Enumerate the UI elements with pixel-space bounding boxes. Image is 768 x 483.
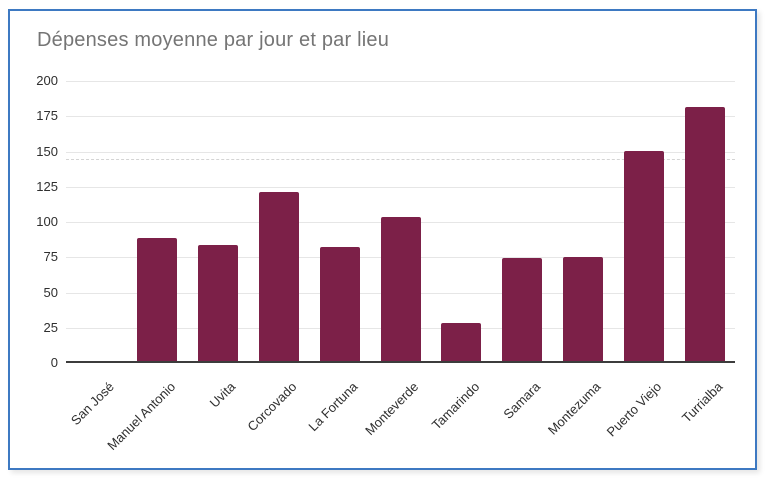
x-label-tamarindo: Tamarindo xyxy=(428,379,482,433)
bar-montezuma[interactable] xyxy=(562,256,603,361)
x-label-la-fortuna: La Fortuna xyxy=(305,379,361,435)
x-label-samara: Samara xyxy=(499,379,543,422)
x-label-montezuma: Montezuma xyxy=(544,379,604,438)
bar-turrialba[interactable] xyxy=(684,107,725,361)
y-tick-label-0: 0 xyxy=(50,355,58,370)
x-label-turrialba: Turrialba xyxy=(678,379,726,426)
bar-corcovado[interactable] xyxy=(258,191,299,361)
gridline-125 xyxy=(66,186,735,188)
bar-tamarindo[interactable] xyxy=(441,322,482,361)
gridline-150 xyxy=(66,151,735,153)
y-tick-label-175: 175 xyxy=(36,108,58,124)
gridline-200 xyxy=(66,81,735,82)
y-tick-label-125: 125 xyxy=(36,178,58,194)
gridline-175 xyxy=(66,116,735,118)
chart-card[interactable]: Dépenses moyenne par jour et par lieu 0 2… xyxy=(8,9,757,470)
chart-title: Dépenses moyenne par jour et par lieu xyxy=(37,29,390,51)
y-axis-labels: 0 25 50 75 100 125 150 175 200 xyxy=(10,73,58,373)
bar-la-fortuna[interactable] xyxy=(319,246,360,361)
y-tick-label-50: 50 xyxy=(43,284,58,300)
plot-area xyxy=(66,81,735,363)
y-tick-label-200: 200 xyxy=(36,73,58,88)
dashed-reference-line xyxy=(66,158,735,160)
x-axis-labels: San José Manuel Antonio Uvita Corcovado La F… xyxy=(66,365,735,465)
bar-samara[interactable] xyxy=(502,258,543,361)
bar-uvita[interactable] xyxy=(198,245,239,361)
x-label-puerto-viejo: Puerto Viejo xyxy=(603,379,665,440)
x-label-uvita: Uvita xyxy=(207,379,239,411)
bar-monteverde[interactable] xyxy=(380,217,421,361)
bar-puerto-viejo[interactable] xyxy=(623,150,664,361)
y-tick-label-150: 150 xyxy=(36,143,58,159)
x-label-corcovado: Corcovado xyxy=(244,379,300,435)
y-tick-label-25: 25 xyxy=(43,319,58,335)
x-label-monteverde: Monteverde xyxy=(361,379,422,439)
y-tick-label-75: 75 xyxy=(43,249,58,265)
x-label-san-jose: San José xyxy=(68,379,118,428)
bar-manuel-antonio[interactable] xyxy=(137,238,178,361)
y-tick-label-100: 100 xyxy=(36,214,58,229)
